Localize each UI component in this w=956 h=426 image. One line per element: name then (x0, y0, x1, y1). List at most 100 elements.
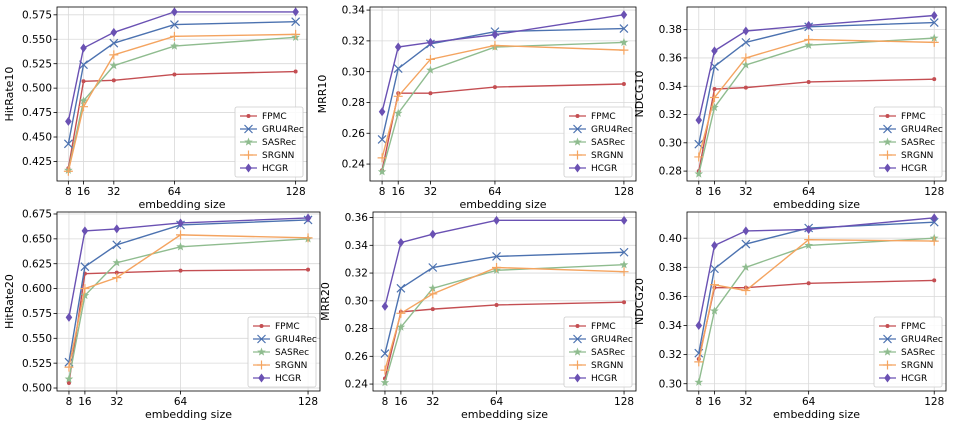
data-point-hcgr (65, 116, 72, 126)
legend-label: HCGR (901, 164, 927, 174)
data-point-sasrec (741, 60, 751, 69)
legend-label: FPMC (591, 322, 616, 332)
data-point-gru4rec (63, 139, 73, 149)
data-point-fpmc (492, 85, 497, 90)
y-tick-label: 0.32 (342, 35, 365, 47)
legend-label: GRU4Rec (275, 335, 317, 345)
legend-marker (245, 163, 252, 173)
legend-marker (885, 324, 890, 328)
legend: FPMC GRU4Rec SASRec SRGNN HCGR (873, 106, 943, 178)
y-tick-label: 0.500 (22, 83, 52, 95)
legend-label: GRU4Rec (262, 125, 304, 135)
x-tick-label: 32 (424, 186, 437, 198)
data-point-srgnn (694, 357, 704, 367)
data-point-srgnn (64, 362, 74, 372)
y-tick-label: 0.525 (22, 58, 52, 70)
data-point-fpmc (494, 302, 499, 307)
data-point-hcgr (427, 37, 434, 47)
y-tick-label: 0.30 (659, 378, 682, 390)
legend: FPMC GRU4Rec SASRec SRGNN HCGR (234, 106, 304, 178)
x-axis-label: embedding size (459, 198, 546, 211)
series-line-hcgr (67, 11, 296, 122)
data-point-hcgr (397, 238, 405, 248)
y-tick-label: 0.34 (659, 81, 683, 93)
data-point-gru4rec (377, 135, 387, 144)
data-point-sasrec (393, 108, 403, 117)
data-point-sasrec (694, 169, 704, 178)
data-point-srgnn (380, 365, 390, 375)
data-point-srgnn (303, 233, 313, 243)
legend-marker (244, 150, 253, 160)
x-tick-label: 64 (802, 396, 816, 408)
x-tick-label: 128 (286, 186, 306, 198)
legend-label: HCGR (591, 374, 617, 384)
data-point-sasrec (170, 41, 179, 50)
data-point-sasrec (64, 374, 74, 383)
x-tick-label: 64 (488, 186, 502, 198)
y-tick-label: 0.26 (342, 128, 366, 140)
data-point-srgnn (80, 284, 90, 294)
data-point-hcgr (493, 215, 500, 225)
legend-label: HCGR (591, 164, 617, 174)
legend-box (563, 316, 633, 388)
data-point-sasrec (109, 61, 119, 70)
data-point-srgnn (109, 50, 119, 60)
data-point-srgnn (619, 45, 629, 55)
data-point-fpmc (178, 268, 183, 273)
y-tick-label: 0.40 (659, 233, 682, 245)
data-point-gru4rec (929, 18, 939, 27)
y-axis-label: MRR10 (316, 75, 329, 114)
data-point-fpmc (430, 307, 435, 312)
legend-marker (573, 150, 582, 160)
x-tick-label: 64 (168, 186, 182, 198)
data-point-srgnn (619, 267, 629, 277)
legend-label: FPMC (901, 322, 926, 332)
x-tick-label: 128 (298, 396, 318, 408)
x-tick-label: 16 (708, 186, 722, 198)
legend-box (234, 106, 304, 178)
legend-label: SASRec (901, 348, 935, 358)
y-tick-label: 0.32 (345, 268, 368, 280)
subplot-4: 8 16 32 64 128 0.500 0.525 0.550 0.575 0.600 0.625… (3, 209, 321, 421)
data-point-sasrec (710, 102, 719, 112)
data-point-srgnn (804, 35, 814, 45)
y-tick-label: 0.625 (22, 258, 52, 270)
data-point-sasrec (694, 377, 704, 386)
legend-marker (574, 163, 581, 173)
x-tick-label: 128 (924, 186, 944, 198)
plot-frame (369, 6, 637, 182)
data-point-srgnn (169, 31, 179, 41)
y-tick-label: 0.24 (345, 379, 369, 391)
legend-marker (258, 373, 265, 383)
series-line-hcgr (68, 217, 309, 318)
series-line-hcgr (698, 14, 935, 121)
legend-label: FPMC (901, 112, 926, 122)
legend-marker (257, 360, 266, 370)
legend-label: GRU4Rec (591, 335, 633, 345)
legend-marker (257, 347, 266, 356)
data-point-srgnn (112, 273, 122, 283)
data-point-srgnn (396, 308, 406, 318)
y-tick-label: 0.500 (22, 383, 52, 395)
legend-label: SASRec (591, 348, 625, 358)
legend-label: HCGR (901, 374, 927, 384)
y-tick-label: 0.600 (22, 283, 52, 295)
legend-label: SRGNN (591, 151, 623, 161)
data-point-hcgr (742, 26, 750, 36)
legend-box (247, 316, 317, 388)
legend-marker (573, 124, 582, 134)
legend-box (873, 316, 943, 388)
y-tick-label: 0.30 (342, 66, 365, 78)
y-tick-label: 0.36 (659, 291, 683, 303)
y-tick-label: 0.28 (345, 323, 368, 335)
data-point-fpmc (81, 79, 86, 84)
data-point-fpmc (712, 87, 717, 92)
data-point-fpmc (66, 381, 71, 386)
legend-marker (883, 347, 892, 356)
y-axis-label: MRR20 (319, 282, 332, 321)
legend-label: GRU4Rec (901, 335, 943, 345)
data-point-gru4rec (393, 64, 403, 74)
y-tick-label: 0.425 (22, 156, 52, 168)
x-tick-label: 8 (379, 186, 386, 198)
data-point-sasrec (176, 242, 185, 251)
